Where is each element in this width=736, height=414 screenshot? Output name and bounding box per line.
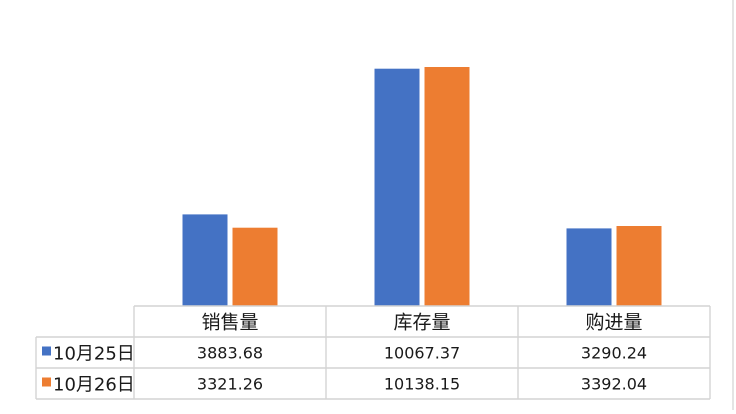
legend-swatch-2 <box>42 377 51 387</box>
value-label: 3392.04 <box>581 375 647 394</box>
frame-right-edge <box>732 0 734 410</box>
bars-layer <box>182 67 662 306</box>
value-label: 10138.15 <box>384 375 460 394</box>
legend-label: 10月25日 <box>53 344 135 365</box>
data-table: 销售量 库存量 购进量 10月25日 3883.68 10067.37 3290.24 10月… <box>35 305 711 400</box>
bar-2-2 <box>424 67 470 306</box>
bar-2-3 <box>616 226 662 306</box>
category-label: 购进量 <box>585 312 642 334</box>
category-label: 销售量 <box>201 312 258 334</box>
value-label: 3321.26 <box>197 375 263 394</box>
bar-1-2 <box>374 68 420 306</box>
bar-1-1 <box>182 214 228 306</box>
value-label: 3883.68 <box>197 344 263 363</box>
value-label: 3290.24 <box>581 344 647 363</box>
value-label: 10067.37 <box>384 344 460 363</box>
bar-1-3 <box>566 228 612 306</box>
category-label: 库存量 <box>393 312 450 334</box>
bar-2-1 <box>232 227 278 306</box>
legend-swatch-1 <box>42 346 51 356</box>
legend-label: 10月26日 <box>53 375 135 396</box>
